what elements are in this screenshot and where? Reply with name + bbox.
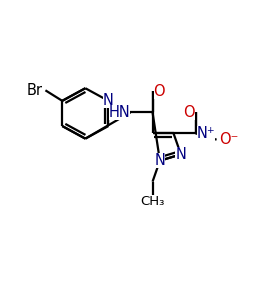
Text: N⁺: N⁺ bbox=[197, 126, 215, 141]
Text: O: O bbox=[154, 84, 165, 99]
Text: N: N bbox=[154, 153, 165, 168]
Text: O: O bbox=[183, 105, 195, 120]
Text: N: N bbox=[103, 93, 114, 108]
Text: Br: Br bbox=[27, 83, 43, 98]
Text: O⁻: O⁻ bbox=[219, 132, 238, 147]
Text: HN: HN bbox=[109, 105, 131, 120]
Text: CH₃: CH₃ bbox=[140, 195, 165, 208]
Text: N: N bbox=[175, 147, 186, 162]
